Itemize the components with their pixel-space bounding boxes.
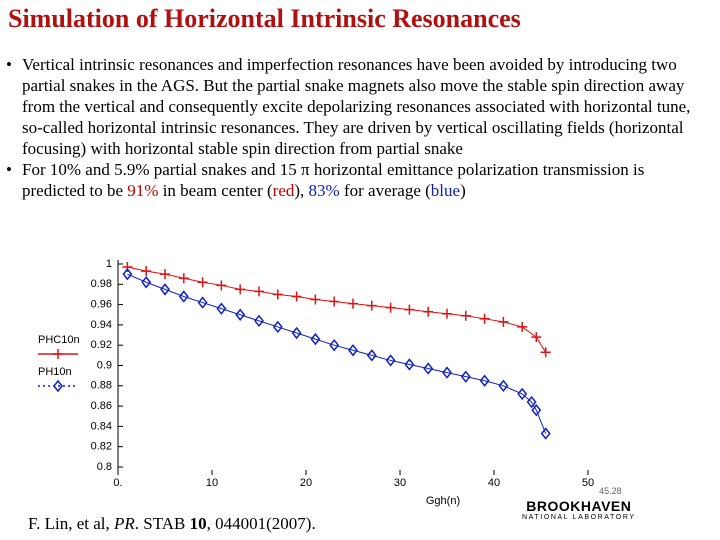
data-point [348, 344, 358, 357]
data-point [423, 306, 434, 317]
data-point [404, 358, 415, 371]
y-tick-label: 0.86 [91, 400, 112, 412]
data-point [442, 366, 452, 379]
data-point [460, 310, 471, 321]
x-tick-label: 50 [582, 477, 594, 489]
data-point [272, 320, 283, 334]
data-point [178, 290, 189, 303]
series-line [127, 273, 547, 434]
data-point [291, 291, 302, 302]
bullet-text: red [272, 181, 295, 200]
x-tick-label: 30 [394, 477, 406, 489]
data-point [348, 298, 358, 309]
data-point [160, 283, 170, 296]
data-point [385, 302, 396, 313]
bullet: For 10% and 5.9% partial snakes and 15 π… [6, 159, 706, 201]
y-tick-label: 0.88 [91, 380, 112, 392]
y-tick-label: 0.84 [91, 420, 112, 432]
data-point [178, 273, 189, 284]
bullet-text: blue [430, 181, 461, 200]
legend-marker [53, 379, 63, 393]
data-point [404, 304, 415, 315]
data-point [517, 321, 528, 332]
data-point [540, 347, 551, 358]
citation-part: 10 [189, 514, 207, 533]
data-point [122, 267, 133, 281]
data-point [122, 262, 133, 273]
citation: F. Lin, et al, PR. STAB 10, 044001(2007)… [28, 514, 316, 534]
x-tick-label: 20 [300, 477, 312, 489]
citation-part: , 044001(2007). [206, 514, 316, 533]
data-point [235, 308, 246, 321]
data-point [291, 326, 302, 340]
data-point [329, 338, 340, 352]
legend-label: PH10n [38, 366, 72, 378]
data-point [310, 294, 321, 305]
data-point [540, 427, 551, 440]
data-point [310, 332, 321, 346]
x-tick-label: 10 [206, 477, 218, 489]
data-point [197, 296, 208, 309]
data-point [160, 269, 170, 280]
data-point [479, 313, 490, 324]
bullet-text: in beam center ( [158, 181, 273, 200]
citation-part: . STAB [134, 514, 190, 533]
logo-subtitle: NATIONAL LABORATORY [522, 514, 636, 521]
legend-marker [53, 349, 63, 359]
data-point [385, 354, 396, 367]
bullet-text: 83% [308, 181, 340, 200]
data-point [442, 308, 452, 319]
x-tick-label: 40 [488, 477, 500, 489]
y-tick-label: 0.98 [91, 278, 112, 290]
y-tick-label: 0.8 [97, 461, 112, 473]
data-point [423, 362, 434, 375]
bullet-text: ) [460, 181, 466, 200]
citation-part: F. Lin, et al, [28, 514, 114, 533]
y-tick-label: 0.94 [91, 319, 112, 331]
data-point [526, 395, 537, 409]
slide-title: Simulation of Horizontal Intrinsic Reson… [8, 4, 521, 33]
data-point [141, 276, 152, 289]
data-point [531, 403, 542, 417]
data-point [197, 277, 208, 288]
data-point [479, 374, 490, 387]
data-point [272, 289, 283, 300]
y-tick-label: 1 [106, 258, 112, 270]
bullet-text: ), [294, 181, 309, 200]
data-point [498, 316, 509, 327]
data-point [235, 284, 246, 295]
bullet: Vertical intrinsic resonances and imperf… [6, 54, 706, 159]
bullet-text: Vertical intrinsic resonances and imperf… [22, 55, 691, 158]
y-tick-label: 0.82 [91, 441, 112, 453]
data-point [517, 387, 528, 401]
data-point [141, 266, 152, 277]
data-point [216, 302, 227, 315]
x-tick-label: 0. [113, 477, 122, 489]
logo-note: 45.28 [599, 486, 622, 496]
data-point [254, 314, 264, 328]
data-point [366, 349, 377, 362]
y-tick-label: 0.92 [91, 339, 112, 351]
citation-part: PR [114, 514, 135, 533]
data-point [329, 296, 340, 307]
logo: 45.28 BROOKHAVEN NATIONAL LABORATORY [522, 486, 636, 521]
data-point [498, 379, 509, 393]
x-axis-label: Ggh(n) [426, 495, 460, 507]
data-point [460, 370, 471, 383]
bullet-text: 91% [127, 181, 159, 200]
data-point [366, 300, 377, 311]
data-point [254, 286, 264, 297]
data-point [531, 332, 542, 343]
bullet-text: For 10% and 5.9% partial snakes and 15 π… [22, 160, 645, 200]
data-point [216, 280, 227, 291]
plot-area [118, 260, 588, 471]
logo-name: BROOKHAVEN [526, 498, 632, 514]
legend-label: PHC10n [38, 334, 80, 346]
bullet-text: for average ( [339, 181, 431, 200]
y-tick-label: 0.9 [97, 359, 112, 371]
bullet-list: Vertical intrinsic resonances and imperf… [6, 54, 706, 201]
y-tick-label: 0.96 [91, 299, 112, 311]
